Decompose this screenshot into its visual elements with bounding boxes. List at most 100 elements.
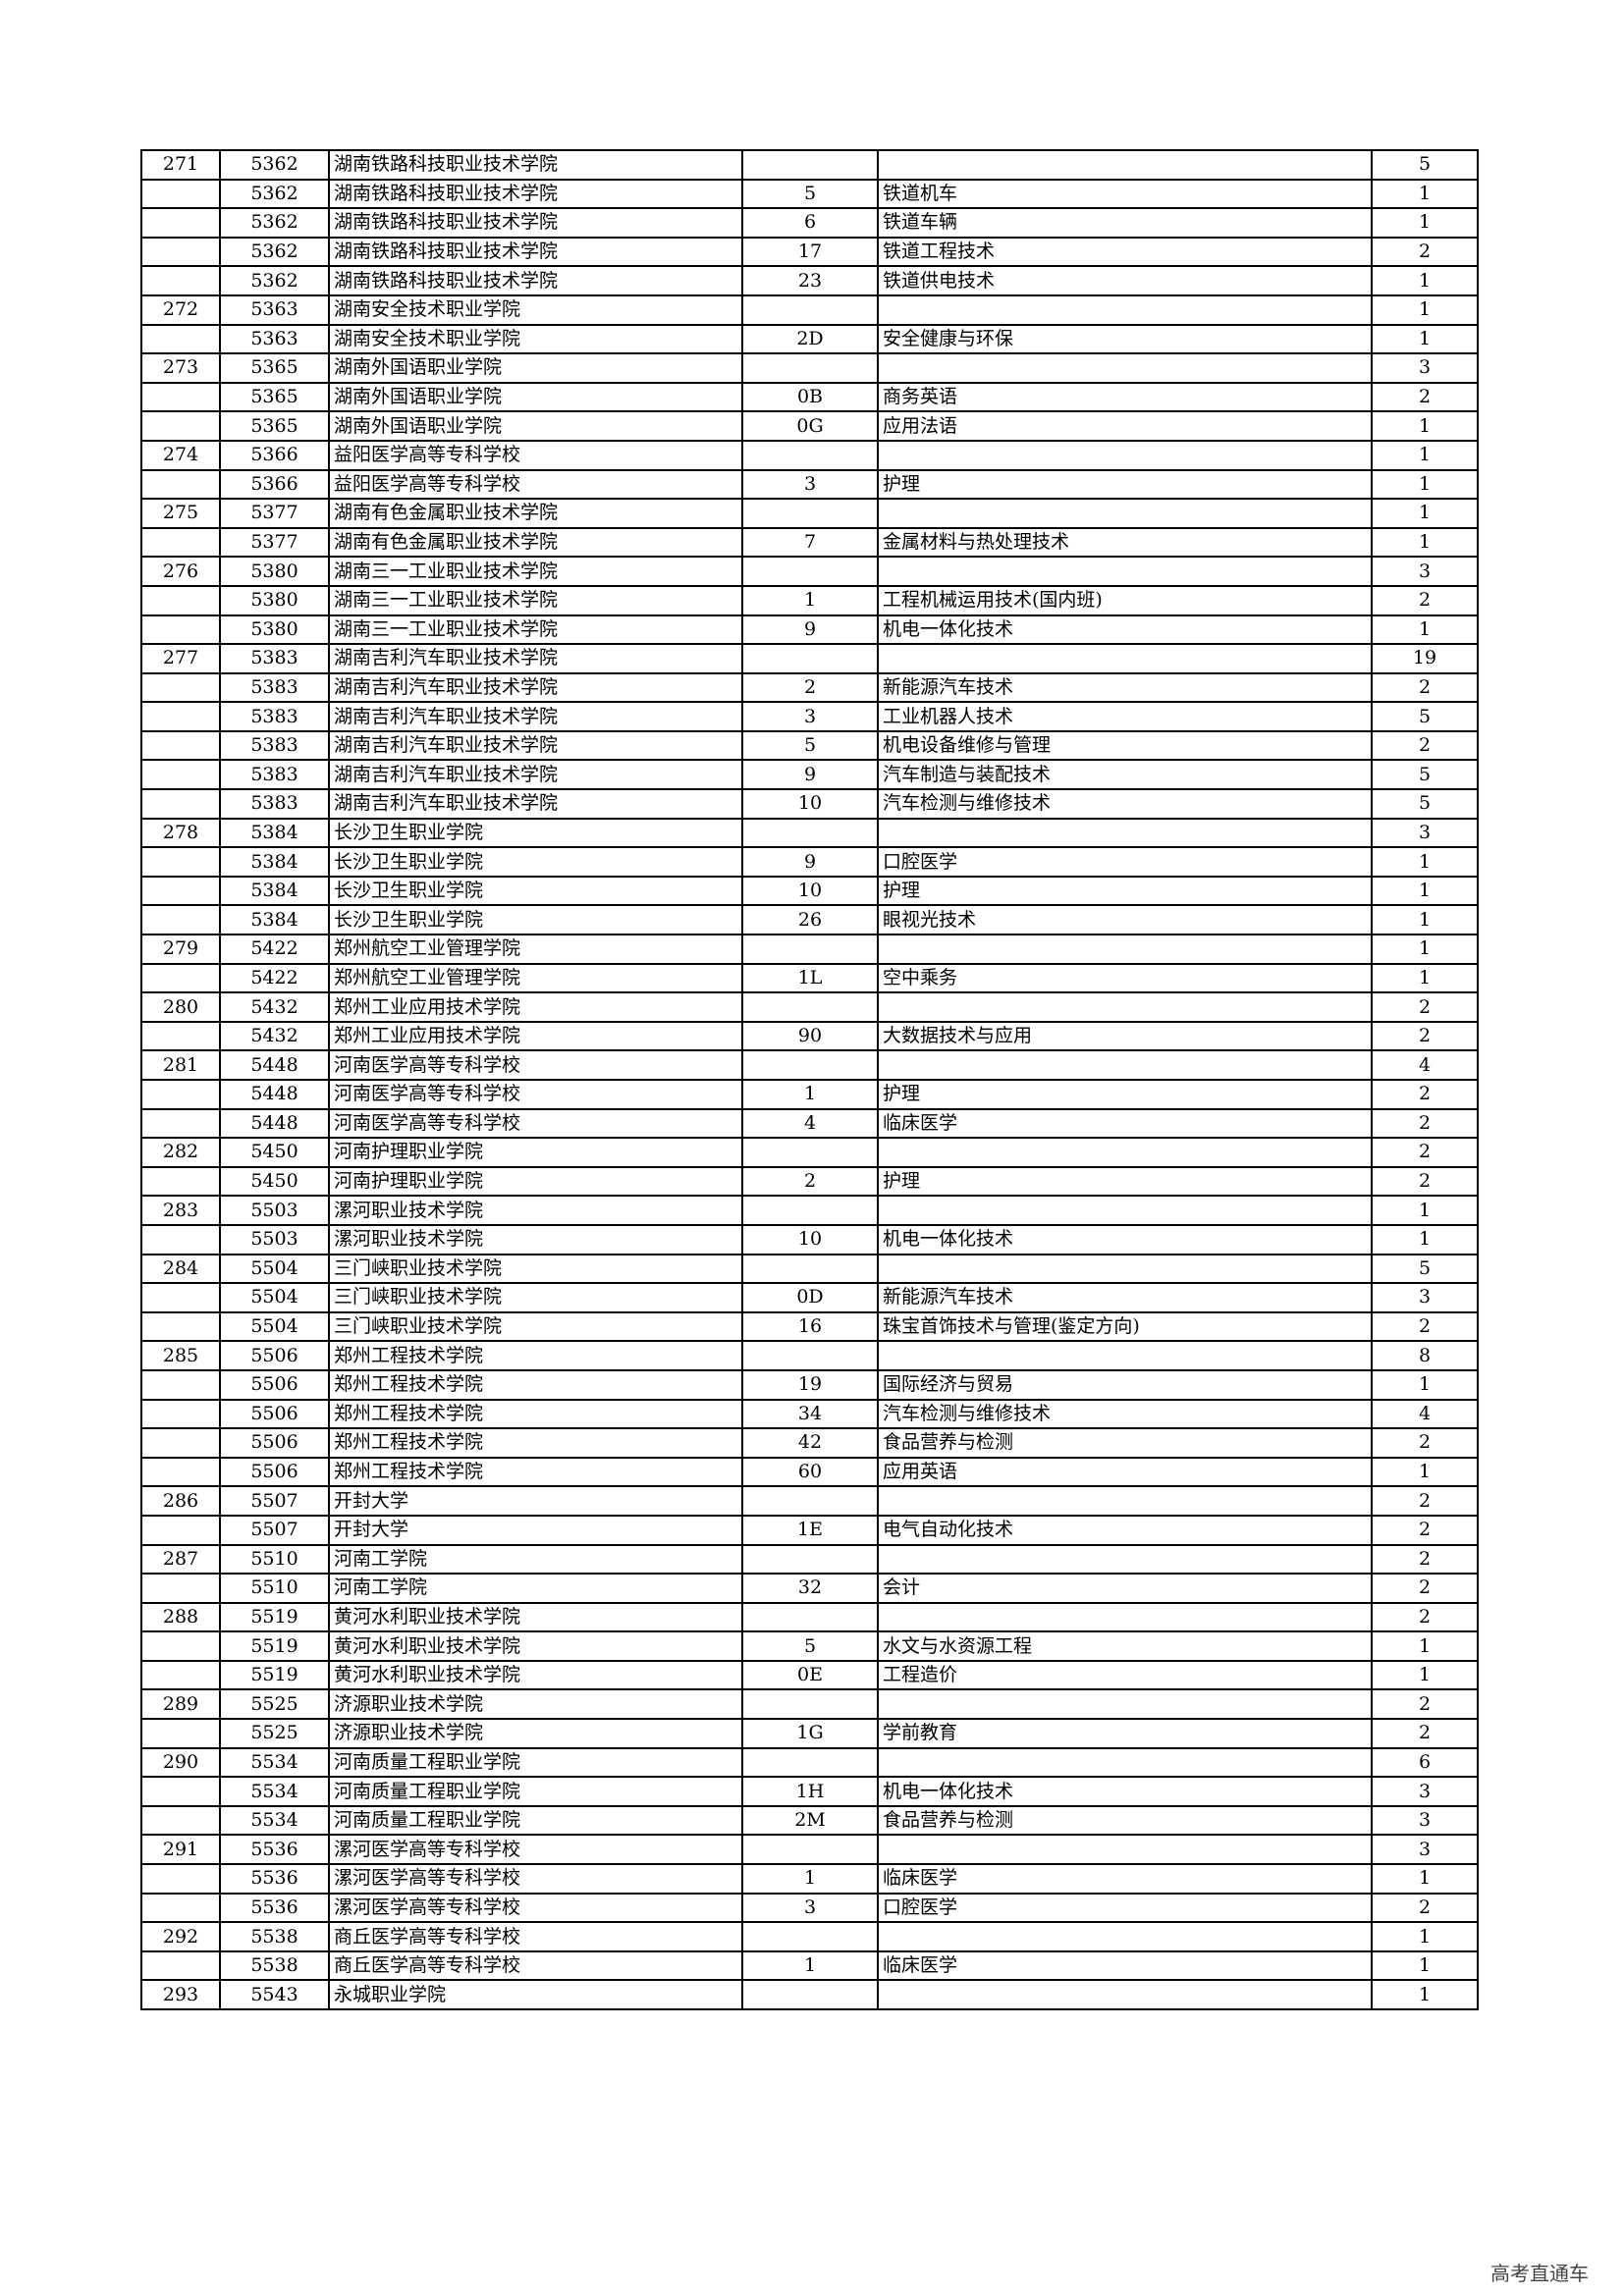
major-code-cell bbox=[741, 352, 879, 384]
school-name-cell: 湖南安全技术职业学院 bbox=[328, 323, 743, 355]
major-name-cell: 水文与水资源工程 bbox=[877, 1630, 1373, 1662]
major-name-cell: 口腔医学 bbox=[877, 1892, 1373, 1924]
school-name-cell: 湖南铁路科技职业技术学院 bbox=[328, 149, 743, 181]
major-name-cell: 铁道供电技术 bbox=[877, 265, 1373, 296]
table-body: 271 5362 湖南铁路科技职业技术学院 5 5362 湖南铁路科技职业技术学院 5 铁道机… bbox=[140, 149, 1479, 2010]
major-code-cell: 5 bbox=[741, 178, 879, 210]
row-index-cell bbox=[140, 875, 221, 907]
row-index-cell bbox=[140, 236, 221, 268]
table-row: 5536 漯河医学高等专科学校 1 临床医学 1 bbox=[140, 1863, 1479, 1895]
quota-cell: 1 bbox=[1371, 1456, 1479, 1488]
major-name-cell: 汽车检测与维修技术 bbox=[877, 1398, 1373, 1430]
row-index-cell bbox=[140, 1804, 221, 1837]
school-code-cell: 5504 bbox=[219, 1282, 330, 1313]
row-index-cell bbox=[140, 1573, 221, 1604]
major-name-cell: 临床医学 bbox=[877, 1863, 1373, 1895]
school-name-cell: 三门峡职业技术学院 bbox=[328, 1310, 743, 1343]
school-code-cell: 5519 bbox=[219, 1659, 330, 1691]
quota-cell: 5 bbox=[1371, 701, 1479, 732]
quota-cell: 2 bbox=[1371, 1137, 1479, 1168]
school-name-cell: 漯河职业技术学院 bbox=[328, 1195, 743, 1226]
row-index-cell bbox=[140, 846, 221, 878]
major-code-cell bbox=[741, 1340, 879, 1371]
quota-cell: 2 bbox=[1371, 1543, 1479, 1575]
school-code-cell: 5510 bbox=[219, 1543, 330, 1575]
major-name-cell: 临床医学 bbox=[877, 1949, 1373, 1982]
school-name-cell: 河南工学院 bbox=[328, 1543, 743, 1575]
school-name-cell: 济源职业技术学院 bbox=[328, 1688, 743, 1721]
school-code-cell: 5503 bbox=[219, 1223, 330, 1255]
school-code-cell: 5383 bbox=[219, 643, 330, 674]
quota-cell: 1 bbox=[1371, 614, 1479, 646]
row-index-cell bbox=[140, 1165, 221, 1198]
row-index-cell bbox=[140, 1310, 221, 1343]
school-code-cell: 5450 bbox=[219, 1137, 330, 1168]
table-row: 5380 湖南三一工业职业技术学院 1 工程机械运用技术(国内班) 2 bbox=[140, 584, 1479, 616]
quota-cell: 1 bbox=[1371, 526, 1479, 559]
school-code-cell: 5362 bbox=[219, 149, 330, 181]
major-name-cell: 学前教育 bbox=[877, 1718, 1373, 1749]
major-name-cell bbox=[877, 1979, 1373, 2010]
major-code-cell: 10 bbox=[741, 875, 879, 907]
school-code-cell: 5519 bbox=[219, 1601, 330, 1633]
school-code-cell: 5536 bbox=[219, 1834, 330, 1866]
school-name-cell: 湖南吉利汽车职业技术学院 bbox=[328, 729, 743, 762]
school-code-cell: 5365 bbox=[219, 381, 330, 413]
quota-cell: 1 bbox=[1371, 904, 1479, 936]
table-row: 290 5534 河南质量工程职业学院 6 bbox=[140, 1746, 1479, 1779]
quota-cell: 1 bbox=[1371, 468, 1479, 501]
school-name-cell: 河南护理职业学院 bbox=[328, 1165, 743, 1198]
school-code-cell: 5384 bbox=[219, 875, 330, 907]
school-name-cell: 湖南三一工业职业技术学院 bbox=[328, 614, 743, 646]
row-index-cell bbox=[140, 1107, 221, 1140]
school-name-cell: 黄河水利职业技术学院 bbox=[328, 1601, 743, 1633]
school-code-cell: 5366 bbox=[219, 439, 330, 471]
major-name-cell bbox=[877, 1688, 1373, 1721]
quota-cell: 2 bbox=[1371, 584, 1479, 616]
major-name-cell: 汽车检测与维修技术 bbox=[877, 788, 1373, 820]
row-index-cell bbox=[140, 1776, 221, 1807]
table-row: 5380 湖南三一工业职业技术学院 9 机电一体化技术 1 bbox=[140, 614, 1479, 646]
school-name-cell: 湖南外国语职业学院 bbox=[328, 352, 743, 384]
major-code-cell: 3 bbox=[741, 1892, 879, 1924]
table-row: 5383 湖南吉利汽车职业技术学院 10 汽车检测与维修技术 5 bbox=[140, 788, 1479, 820]
table-row: 5503 漯河职业技术学院 10 机电一体化技术 1 bbox=[140, 1223, 1479, 1255]
row-index-cell bbox=[140, 1398, 221, 1430]
quota-cell: 1 bbox=[1371, 1195, 1479, 1226]
quota-cell: 2 bbox=[1371, 1079, 1479, 1110]
school-name-cell: 河南工学院 bbox=[328, 1573, 743, 1604]
quota-cell: 5 bbox=[1371, 149, 1479, 181]
quota-cell: 3 bbox=[1371, 1282, 1479, 1313]
major-code-cell bbox=[741, 294, 879, 326]
quota-cell: 2 bbox=[1371, 671, 1479, 704]
school-code-cell: 5383 bbox=[219, 788, 330, 820]
quota-cell: 1 bbox=[1371, 846, 1479, 878]
major-name-cell: 机电设备维修与管理 bbox=[877, 729, 1373, 762]
quota-cell: 2 bbox=[1371, 1573, 1479, 1604]
table-row: 283 5503 漯河职业技术学院 1 bbox=[140, 1195, 1479, 1226]
school-name-cell: 漯河医学高等专科学校 bbox=[328, 1834, 743, 1866]
major-name-cell: 食品营养与检测 bbox=[877, 1427, 1373, 1459]
table-row: 5504 三门峡职业技术学院 0D 新能源汽车技术 3 bbox=[140, 1282, 1479, 1313]
major-name-cell: 机电一体化技术 bbox=[877, 614, 1373, 646]
major-code-cell: 34 bbox=[741, 1398, 879, 1430]
quota-cell: 4 bbox=[1371, 1398, 1479, 1430]
school-name-cell: 湖南安全技术职业学院 bbox=[328, 294, 743, 326]
row-index-cell bbox=[140, 1427, 221, 1459]
row-index-cell: 286 bbox=[140, 1485, 221, 1517]
major-name-cell bbox=[877, 1340, 1373, 1371]
school-code-cell: 5543 bbox=[219, 1979, 330, 2010]
school-name-cell: 济源职业技术学院 bbox=[328, 1718, 743, 1749]
school-code-cell: 5519 bbox=[219, 1630, 330, 1662]
school-code-cell: 5377 bbox=[219, 526, 330, 559]
table-row: 5384 长沙卫生职业学院 9 口腔医学 1 bbox=[140, 846, 1479, 878]
table-row: 5366 益阳医学高等专科学校 3 护理 1 bbox=[140, 468, 1479, 501]
table-row: 273 5365 湖南外国语职业学院 3 bbox=[140, 352, 1479, 384]
major-name-cell: 机电一体化技术 bbox=[877, 1776, 1373, 1807]
school-code-cell: 5383 bbox=[219, 671, 330, 704]
school-name-cell: 漯河医学高等专科学校 bbox=[328, 1863, 743, 1895]
row-index-cell bbox=[140, 1223, 221, 1255]
school-code-cell: 5504 bbox=[219, 1253, 330, 1285]
major-name-cell bbox=[877, 1921, 1373, 1952]
table-row: 5384 长沙卫生职业学院 26 眼视光技术 1 bbox=[140, 904, 1479, 936]
